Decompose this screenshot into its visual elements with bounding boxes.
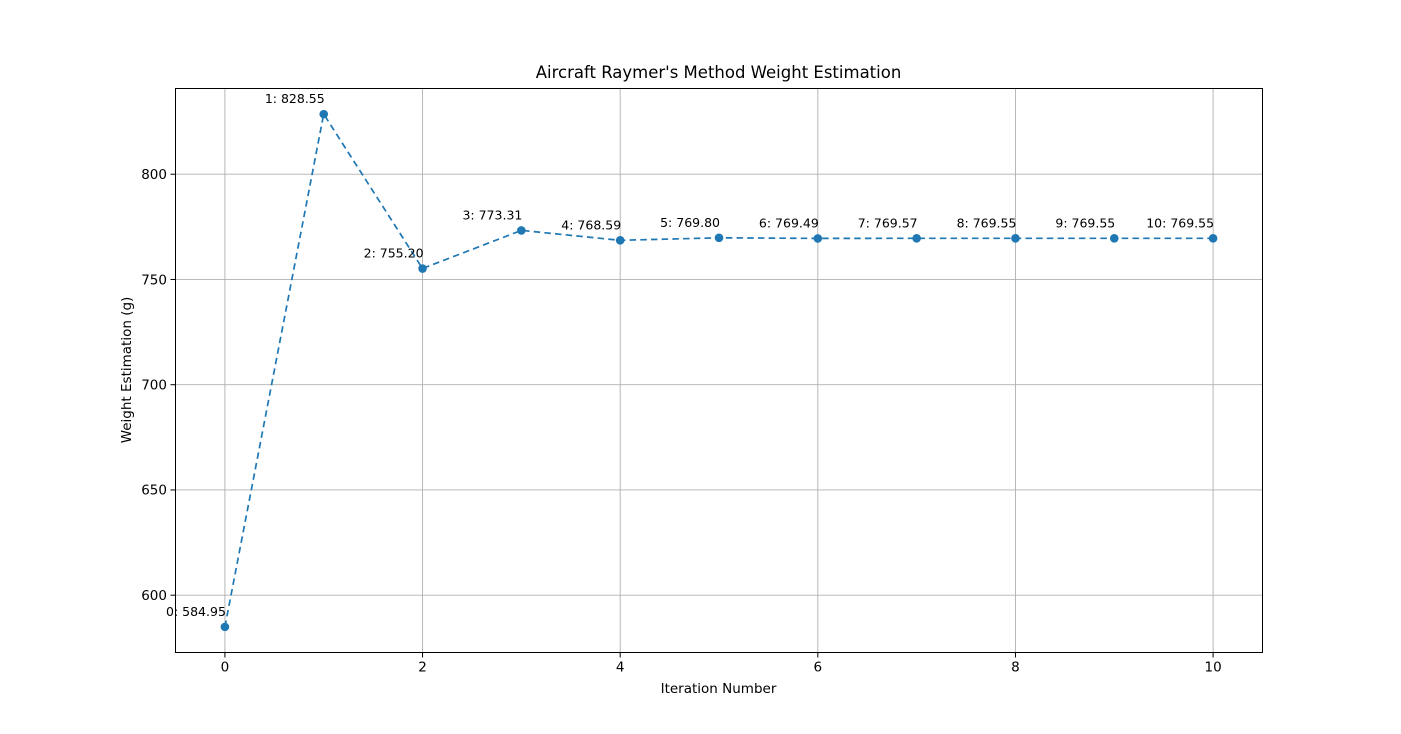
data-point-marker <box>319 109 329 119</box>
point-annotation: 8: 769.55 <box>957 215 1017 230</box>
x-tick-label: 10 <box>1204 660 1221 676</box>
x-tick-label: 2 <box>418 660 427 676</box>
y-tick-label: 750 <box>141 272 167 288</box>
data-line <box>224 111 1214 628</box>
y-tick-label: 650 <box>141 483 167 499</box>
point-annotation: 1: 828.55 <box>265 91 325 106</box>
data-point-marker <box>714 233 724 243</box>
chart-title: Aircraft Raymer's Method Weight Estimati… <box>535 63 902 82</box>
data-point-marker <box>1011 234 1020 243</box>
y-tick-label: 700 <box>141 378 167 394</box>
point-annotation: 5: 769.80 <box>660 215 720 230</box>
point-annotation: 7: 769.57 <box>858 215 918 230</box>
y-tick-label: 800 <box>141 167 167 183</box>
point-annotation: 6: 769.49 <box>759 215 819 230</box>
x-tick-label: 4 <box>616 660 625 676</box>
data-point-marker <box>418 264 427 273</box>
point-annotation: 2: 755.20 <box>364 246 424 261</box>
y-tick-label: 600 <box>141 588 167 604</box>
point-annotation: 4: 768.59 <box>561 217 621 232</box>
x-tick-label: 6 <box>814 660 823 676</box>
data-point-marker <box>813 234 823 243</box>
data-point-marker <box>1109 234 1119 243</box>
point-annotation: 10: 769.55 <box>1146 215 1214 230</box>
x-tick-label: 0 <box>221 660 230 676</box>
data-point-marker <box>615 236 625 245</box>
x-tick-label: 8 <box>1011 660 1020 676</box>
data-point-marker <box>517 226 526 235</box>
plot-frame <box>175 88 1263 653</box>
x-axis-label: Iteration Number <box>660 681 777 697</box>
data-point-marker <box>1208 234 1218 243</box>
point-annotation: 3: 773.31 <box>462 207 522 222</box>
data-point-marker <box>912 233 921 243</box>
point-annotation: 9: 769.55 <box>1055 215 1115 230</box>
y-axis-label: Weight Estimation (g) <box>119 296 135 444</box>
data-point-marker <box>220 622 230 632</box>
point-annotation: 0: 584.95 <box>166 604 226 619</box>
